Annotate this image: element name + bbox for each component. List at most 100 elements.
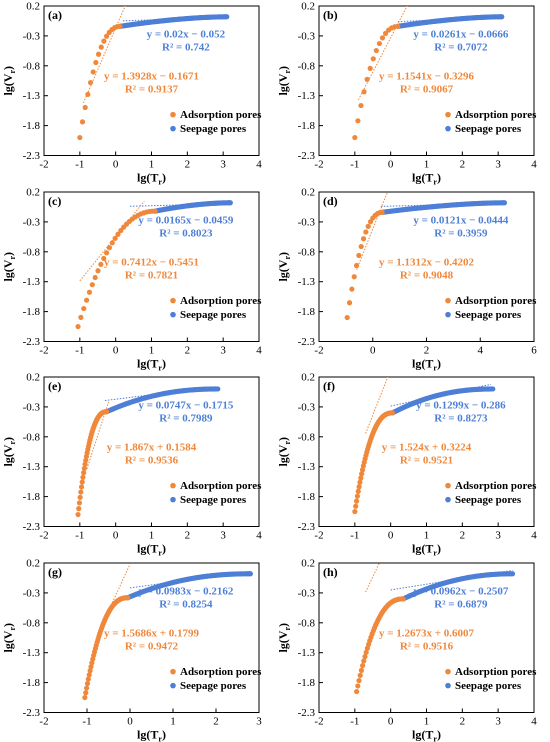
- adsorption-point: [358, 667, 365, 673]
- legend-adsorption-marker: [445, 111, 451, 118]
- x-tick-label: 0: [113, 344, 119, 356]
- y-tick-label: -1.8: [298, 120, 316, 132]
- plot-area: [82, 563, 253, 700]
- legend-adsorption-label: Adsorption pores: [180, 295, 262, 307]
- legend-adsorption-label: Adsorption pores: [455, 666, 537, 678]
- seepage-r2: R² = 0.8254: [159, 598, 213, 610]
- adsorption-point: [79, 119, 86, 125]
- y-tick-label: -0.8: [23, 431, 41, 443]
- x-tick-label: 3: [495, 715, 501, 727]
- x-tick-label: 4: [531, 530, 537, 542]
- adsorption-r2: R² = 0.9516: [400, 640, 454, 652]
- seepage-point: [227, 199, 233, 205]
- x-tick-label: 2: [185, 344, 191, 356]
- adsorption-point: [354, 688, 360, 694]
- adsorption-fit-line: [365, 377, 389, 434]
- seepage-equation: y = 0.0747x − 0.1715: [138, 399, 234, 411]
- x-tick-label: -2: [314, 530, 323, 542]
- y-tick-label: -1.3: [298, 647, 316, 659]
- y-tick-label: -0.8: [23, 617, 41, 629]
- legend-adsorption-marker: [170, 111, 176, 118]
- y-tick-label: -1.8: [298, 491, 316, 503]
- legend-seepage-marker: [445, 682, 451, 688]
- y-tick-label: 0.2: [301, 1, 315, 13]
- legend-seepage-marker: [170, 125, 176, 132]
- adsorption-point: [355, 118, 361, 124]
- seepage-equation: y = 0.0962x − 0.2507: [413, 585, 509, 597]
- seepage-equation: y = 0.0261x − 0.0666: [413, 28, 509, 40]
- y-tick-label: -1.3: [23, 90, 41, 102]
- x-axis-title: lg(Tr): [412, 727, 441, 742]
- x-tick-label: 2: [424, 344, 430, 356]
- panel-label: (e): [48, 379, 61, 393]
- adsorption-point: [152, 208, 158, 214]
- x-tick-label: 6: [531, 344, 537, 356]
- y-tick-label: -2.3: [23, 521, 41, 533]
- adsorption-point: [389, 410, 396, 416]
- adsorption-point: [85, 91, 91, 98]
- adsorption-point: [78, 314, 84, 320]
- y-axis-title: lg(Vr): [1, 437, 17, 467]
- adsorption-r2: R² = 0.9536: [125, 454, 179, 466]
- chart-svg: -2 -1 0 1 2 3 -2.3 -1.8 -1.3 -0.8 -0.3 0.2 lg(Tr) lg(…: [1, 557, 262, 742]
- x-tick-label: -1: [75, 159, 84, 171]
- adsorption-point: [351, 273, 357, 279]
- adsorption-point: [379, 35, 386, 41]
- x-axis-title: lg(Tr): [412, 171, 441, 187]
- adsorption-point: [95, 267, 101, 273]
- seepage-point: [490, 386, 496, 392]
- panel-label: (g): [48, 565, 62, 579]
- legend-adsorption-marker: [445, 482, 451, 489]
- legend-seepage-marker: [170, 682, 176, 688]
- adsorption-point: [82, 694, 88, 700]
- adsorption-point: [83, 689, 89, 695]
- legend-seepage-label: Seepage pores: [180, 123, 247, 135]
- x-tick-label: -1: [75, 530, 84, 542]
- y-tick-label: -0.3: [23, 587, 41, 599]
- adsorption-point: [78, 489, 84, 495]
- legend-adsorption-marker: [445, 297, 451, 303]
- y-axis-title: lg(Vr): [276, 437, 292, 467]
- x-tick-label: 1: [424, 715, 430, 727]
- chart-panel-d: -2 0 2 4 6 -2.3 -1.8 -1.3 -0.8 -0.3 0.2 lg(Tr) lg(Vr…: [275, 186, 550, 372]
- legend-adsorption-label: Adsorption pores: [180, 109, 262, 121]
- y-tick-label: 0.2: [301, 372, 315, 384]
- legend-seepage-marker: [170, 496, 176, 503]
- adsorption-point: [75, 511, 81, 518]
- adsorption-point: [360, 235, 367, 241]
- legend-adsorption-label: Adsorption pores: [455, 480, 537, 492]
- legend-seepage-marker: [445, 311, 451, 317]
- legend-adsorption-label: Adsorption pores: [455, 109, 537, 121]
- adsorption-point: [379, 209, 385, 215]
- adsorption-point: [84, 684, 90, 691]
- y-tick-label: -0.8: [298, 617, 316, 629]
- x-tick-label: 0: [113, 159, 119, 171]
- y-axis-title: lg(Vr): [276, 251, 292, 281]
- y-tick-label: -1.3: [23, 276, 41, 288]
- x-tick-label: 0: [388, 715, 394, 727]
- x-axis-title: lg(Tr): [137, 171, 166, 187]
- chart-panel-b: -2 -1 0 1 2 3 4 -2.3 -1.8 -1.3 -0.8 -0.3 0.2 lg(Tr) lg…: [275, 0, 550, 187]
- x-tick-label: -1: [75, 344, 84, 356]
- y-tick-label: -1.8: [298, 677, 316, 689]
- y-tick-label: -0.8: [23, 60, 41, 72]
- adsorption-point: [95, 51, 102, 57]
- plot-area: [75, 386, 221, 518]
- y-tick-label: -0.8: [298, 60, 316, 72]
- seepage-r2: R² = 0.7989: [159, 412, 213, 424]
- seepage-fit-line: [380, 202, 505, 207]
- y-tick-label: -2.3: [298, 707, 316, 719]
- y-tick-label: 0.2: [26, 186, 40, 198]
- adsorption-point: [352, 134, 358, 141]
- x-tick-label: 1: [149, 344, 155, 356]
- adsorption-equation: y = 1.867x + 0.1584: [107, 441, 197, 453]
- adsorption-point: [373, 47, 379, 54]
- x-axis-title: lg(Tr): [137, 542, 166, 558]
- adsorption-r2: R² = 0.9521: [400, 454, 453, 466]
- legend-adsorption-marker: [170, 668, 176, 674]
- adsorption-point: [382, 30, 389, 36]
- adsorption-point: [78, 484, 85, 490]
- adsorption-point: [349, 286, 355, 292]
- adsorption-point: [362, 653, 368, 659]
- adsorption-equation: y = 1.1312x − 0.4202: [379, 256, 475, 268]
